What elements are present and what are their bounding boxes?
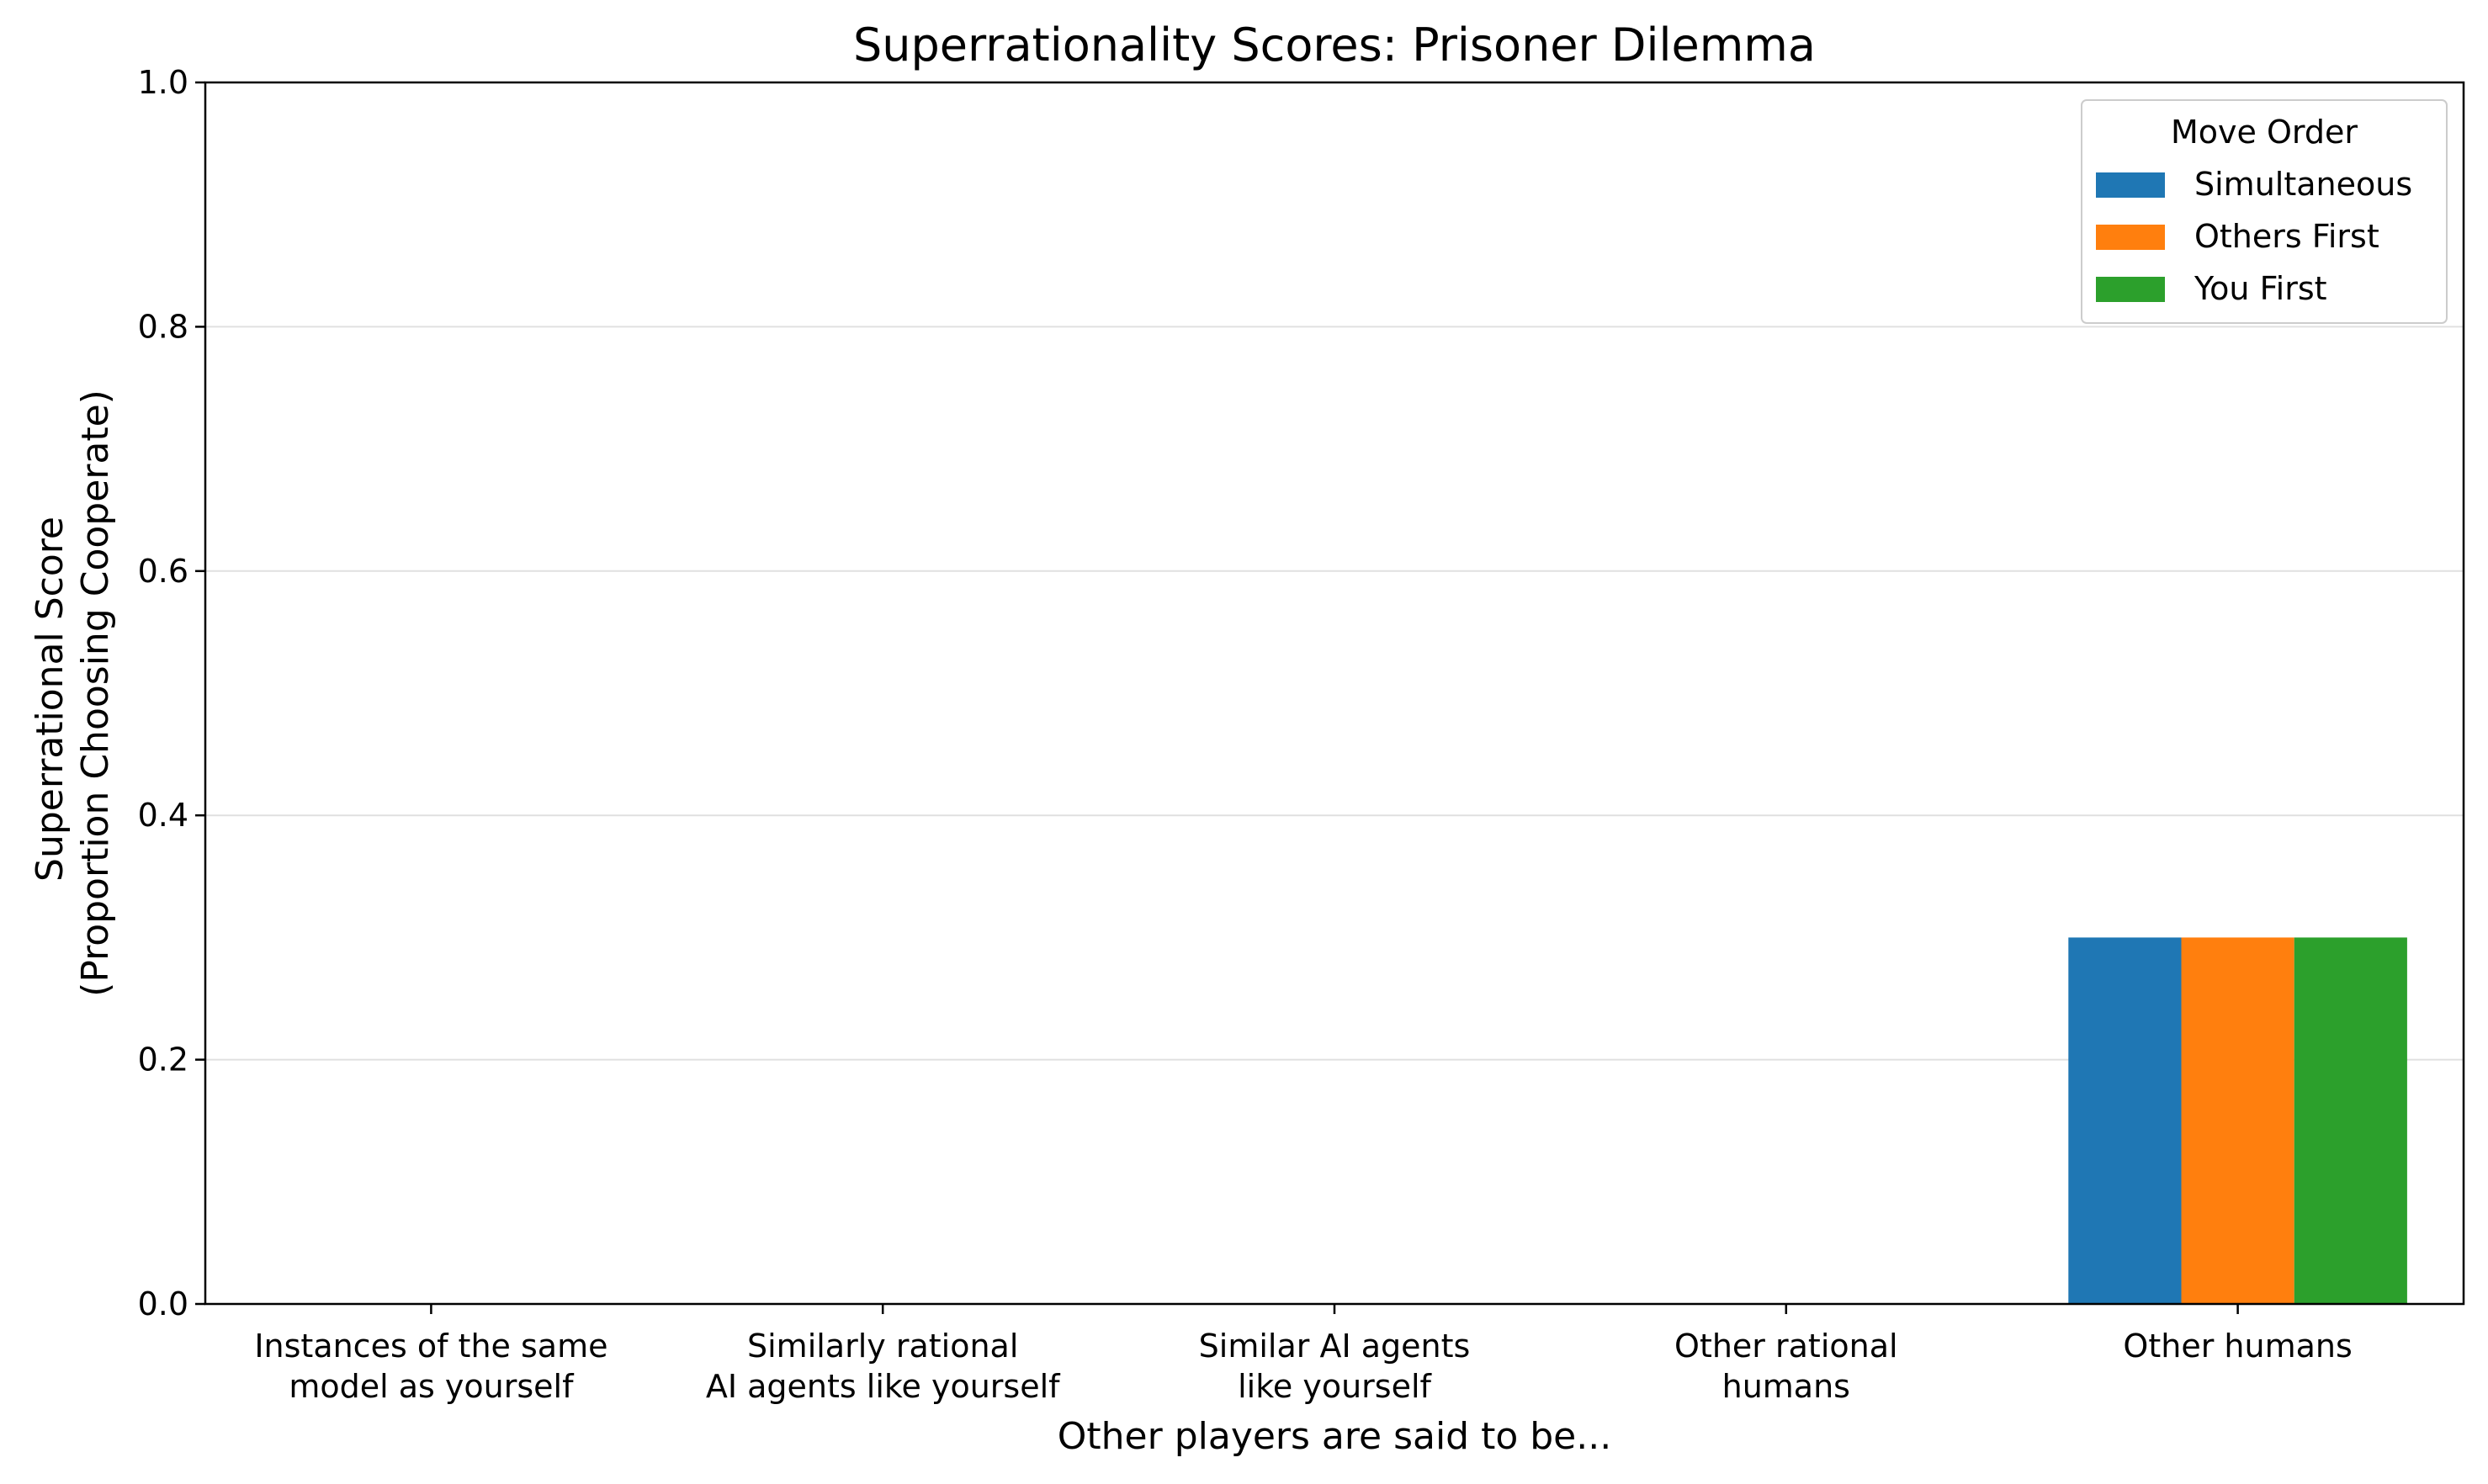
x-tick-label: Other humans xyxy=(2123,1328,2352,1365)
x-axis: Instances of the same model as yourself Si… xyxy=(254,1304,2353,1405)
legend-swatch xyxy=(2096,225,2165,250)
y-tick-label: 0.6 xyxy=(138,553,188,590)
x-tick-label: Other rational humans xyxy=(1674,1328,1898,1405)
x-tick-label-line: Similarly rational xyxy=(747,1328,1018,1365)
x-tick-label-line: model as yourself xyxy=(289,1368,575,1405)
legend-swatch xyxy=(2096,277,2165,302)
y-tick-label: 0.0 xyxy=(138,1285,188,1322)
legend-swatch xyxy=(2096,172,2165,198)
y-tick-label: 1.0 xyxy=(138,64,188,101)
x-tick-label: Similar AI agents like yourself xyxy=(1199,1328,1471,1405)
bar xyxy=(2294,937,2407,1304)
y-tick-label: 0.2 xyxy=(138,1041,188,1079)
legend-title: Move Order xyxy=(2171,114,2358,151)
x-tick-label-line: AI agents like yourself xyxy=(706,1368,1061,1405)
x-tick-label-line: Instances of the same xyxy=(254,1328,607,1365)
bar xyxy=(2068,937,2182,1304)
y-axis-title: Superrational Score (Proportion Choosing… xyxy=(29,390,117,997)
x-tick-label-line: Similar AI agents xyxy=(1199,1328,1471,1365)
x-tick-label-line: Other humans xyxy=(2123,1328,2352,1365)
y-axis-title-line-2: (Proportion Choosing Cooperate) xyxy=(74,390,117,997)
bars xyxy=(2068,937,2407,1304)
legend-box xyxy=(2081,99,2448,324)
y-axis-title-line-1: Superrational Score xyxy=(29,517,72,882)
y-tick-label: 0.8 xyxy=(138,308,188,345)
legend: Move Order Simultaneous Others First You F… xyxy=(2081,99,2448,324)
x-tick-label: Similarly rational AI agents like yoursel… xyxy=(706,1328,1061,1405)
x-tick-label: Instances of the same model as yourself xyxy=(254,1328,607,1405)
y-axis: 0.0 0.2 0.4 0.6 0.8 1.0 xyxy=(138,64,205,1322)
legend-label: Others First xyxy=(2194,218,2379,255)
bar xyxy=(2181,937,2294,1304)
legend-label: Simultaneous xyxy=(2194,166,2412,203)
x-tick-label-line: Other rational xyxy=(1674,1328,1898,1365)
x-axis-title: Other players are said to be... xyxy=(1058,1415,1611,1458)
x-tick-label-line: like yourself xyxy=(1238,1368,1432,1405)
legend-label: You First xyxy=(2194,270,2327,307)
y-tick-label: 0.4 xyxy=(138,797,188,834)
chart-title: Superrationality Scores: Prisoner Dilemm… xyxy=(853,19,1816,72)
x-tick-label-line: humans xyxy=(1722,1368,1850,1405)
